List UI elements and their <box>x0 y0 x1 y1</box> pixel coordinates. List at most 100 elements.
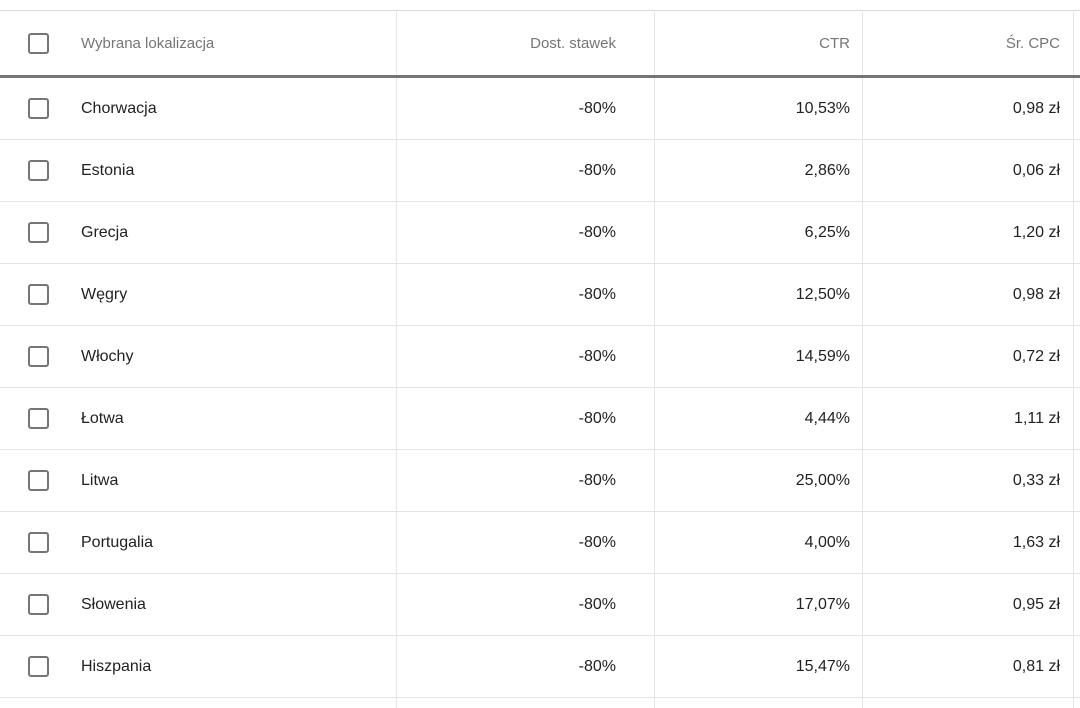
location-name: Hiszpania <box>81 657 152 675</box>
bid-adjustment-cell[interactable]: -80% <box>397 140 655 201</box>
bid-adjustment-cell[interactable]: -80% <box>397 450 655 511</box>
bid-adjustment-value: -80% <box>578 99 616 117</box>
ctr-value: 15,47% <box>795 657 850 675</box>
header-cell-ctr[interactable]: CTR <box>655 11 863 75</box>
row-checkbox[interactable] <box>28 160 49 181</box>
header-label-ctr: CTR <box>819 34 850 52</box>
header-label-avg-cpc: Śr. CPC <box>1005 34 1060 52</box>
location-cell: Estonia <box>0 140 397 201</box>
row-checkbox[interactable] <box>28 594 49 615</box>
location-name: Łotwa <box>81 409 124 427</box>
location-cell: Portugalia <box>0 512 397 573</box>
row-checkbox[interactable] <box>28 98 49 119</box>
bid-adjustment-value: -80% <box>578 595 616 613</box>
table-row-litwa: Litwa -80% 25,00% 0,33 zł <box>0 450 1080 512</box>
table-row-wlochy: Włochy -80% 14,59% 0,72 zł <box>0 326 1080 388</box>
header-cell-bid-adjustment[interactable]: Dost. stawek <box>397 11 655 75</box>
bid-adjustment-cell[interactable]: -80% <box>397 78 655 139</box>
overflow-cell <box>1074 450 1080 511</box>
overflow-cell <box>1074 636 1080 697</box>
location-cell: Łotwa <box>0 388 397 449</box>
bid-adjustment-value: -80% <box>578 409 616 427</box>
bid-adjustment-cell[interactable]: -80% <box>397 326 655 387</box>
avg-cpc-value: 0,06 zł <box>1012 161 1060 179</box>
location-cell: Grecja <box>0 202 397 263</box>
header-cell-overflow <box>1074 11 1080 75</box>
table-row-lotwa: Łotwa -80% 4,44% 1,11 zł <box>0 388 1080 450</box>
avg-cpc-value: 1,63 zł <box>1012 533 1060 551</box>
overflow-cell <box>1074 698 1080 708</box>
location-cell <box>0 698 397 708</box>
table-row-partial <box>0 698 1080 708</box>
row-checkbox[interactable] <box>28 408 49 429</box>
ctr-value: 4,00% <box>804 533 850 551</box>
bid-adjustment-value: -80% <box>578 161 616 179</box>
avg-cpc-cell: 1,63 zł <box>863 512 1074 573</box>
row-checkbox[interactable] <box>28 346 49 367</box>
header-cell-avg-cpc[interactable]: Śr. CPC <box>863 11 1074 75</box>
location-cell: Chorwacja <box>0 78 397 139</box>
header-label-location: Wybrana lokalizacja <box>81 34 215 52</box>
location-name: Chorwacja <box>81 99 157 117</box>
avg-cpc-cell: 1,20 zł <box>863 202 1074 263</box>
table-row-wegry: Węgry -80% 12,50% 0,98 zł <box>0 264 1080 326</box>
bid-adjustment-value: -80% <box>578 223 616 241</box>
ctr-cell: 14,59% <box>655 326 863 387</box>
overflow-cell <box>1074 78 1080 139</box>
row-checkbox[interactable] <box>28 656 49 677</box>
location-name: Słowenia <box>81 595 146 613</box>
ctr-cell: 12,50% <box>655 264 863 325</box>
ctr-value: 6,25% <box>804 223 850 241</box>
ctr-cell: 2,86% <box>655 140 863 201</box>
avg-cpc-value: 0,72 zł <box>1012 347 1060 365</box>
bid-adjustment-cell[interactable]: -80% <box>397 636 655 697</box>
bid-adjustment-value: -80% <box>578 285 616 303</box>
table-top-border <box>0 0 1080 11</box>
row-checkbox[interactable] <box>28 222 49 243</box>
avg-cpc-value: 0,33 zł <box>1012 471 1060 489</box>
header-cell-location[interactable]: Wybrana lokalizacja <box>0 11 397 75</box>
avg-cpc-cell: 0,81 zł <box>863 636 1074 697</box>
table-row-portugalia: Portugalia -80% 4,00% 1,63 zł <box>0 512 1080 574</box>
location-name: Portugalia <box>81 533 154 551</box>
avg-cpc-value: 0,95 zł <box>1012 595 1060 613</box>
avg-cpc-cell: 0,06 zł <box>863 140 1074 201</box>
bid-adjustment-value: -80% <box>578 471 616 489</box>
bid-adjustment-value: -80% <box>578 533 616 551</box>
overflow-cell <box>1074 388 1080 449</box>
ctr-cell: 15,47% <box>655 636 863 697</box>
avg-cpc-cell: 0,98 zł <box>863 78 1074 139</box>
location-name: Litwa <box>81 471 119 489</box>
avg-cpc-value: 0,98 zł <box>1012 99 1060 117</box>
header-label-bid-adjustment: Dost. stawek <box>530 34 616 52</box>
avg-cpc-cell: 0,72 zł <box>863 326 1074 387</box>
row-checkbox[interactable] <box>28 284 49 305</box>
bid-adjustment-cell[interactable]: -80% <box>397 574 655 635</box>
table-row-hiszpania: Hiszpania -80% 15,47% 0,81 zł <box>0 636 1080 698</box>
table-header-row: Wybrana lokalizacja Dost. stawek CTR Śr.… <box>0 11 1080 78</box>
overflow-cell <box>1074 202 1080 263</box>
bid-adjustment-cell[interactable]: -80% <box>397 264 655 325</box>
row-checkbox[interactable] <box>28 470 49 491</box>
bid-adjustment-cell[interactable]: -80% <box>397 512 655 573</box>
table-row-chorwacja: Chorwacja -80% 10,53% 0,98 zł <box>0 78 1080 140</box>
bid-adjustment-cell <box>397 698 655 708</box>
avg-cpc-value: 0,81 zł <box>1012 657 1060 675</box>
avg-cpc-cell: 0,98 zł <box>863 264 1074 325</box>
row-checkbox[interactable] <box>28 532 49 553</box>
location-name: Włochy <box>81 347 134 365</box>
ctr-value: 12,50% <box>795 285 850 303</box>
bid-adjustment-value: -80% <box>578 347 616 365</box>
ctr-value: 17,07% <box>795 595 850 613</box>
select-all-checkbox[interactable] <box>28 32 49 54</box>
avg-cpc-cell: 0,33 zł <box>863 450 1074 511</box>
overflow-cell <box>1074 264 1080 325</box>
ctr-cell: 6,25% <box>655 202 863 263</box>
avg-cpc-value: 1,11 zł <box>1014 409 1060 427</box>
avg-cpc-cell: 1,11 zł <box>863 388 1074 449</box>
bid-adjustment-cell[interactable]: -80% <box>397 202 655 263</box>
ctr-cell: 17,07% <box>655 574 863 635</box>
bid-adjustment-cell[interactable]: -80% <box>397 388 655 449</box>
ctr-cell: 10,53% <box>655 78 863 139</box>
